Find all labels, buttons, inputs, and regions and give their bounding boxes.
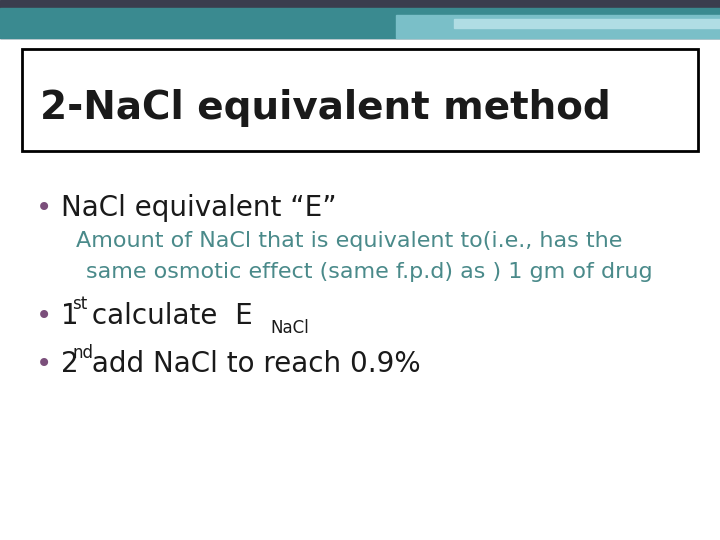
Bar <box>0 0 720 38</box>
Text: same osmotic effect (same f.p.d) as ) 1 gm of drug: same osmotic effect (same f.p.d) as ) 1 … <box>86 261 653 282</box>
Text: •: • <box>36 350 53 379</box>
Text: 2: 2 <box>61 350 78 379</box>
Bar <box>0 8 720 38</box>
Text: 2-NaCl equivalent method: 2-NaCl equivalent method <box>40 89 611 127</box>
Text: add NaCl to reach 0.9%: add NaCl to reach 0.9% <box>83 350 420 379</box>
Text: calculate  E: calculate E <box>83 302 253 330</box>
Text: nd: nd <box>72 343 93 362</box>
Bar <box>454 19 720 28</box>
Text: NaCl: NaCl <box>270 319 309 337</box>
Bar <box>396 15 720 38</box>
FancyBboxPatch shape <box>22 49 698 151</box>
Text: •: • <box>36 302 53 330</box>
Text: •: • <box>36 194 53 222</box>
Text: 1: 1 <box>61 302 78 330</box>
Text: NaCl equivalent “E”: NaCl equivalent “E” <box>61 194 337 222</box>
Text: Amount of NaCl that is equivalent to(i.e., has the: Amount of NaCl that is equivalent to(i.e… <box>76 231 622 252</box>
Text: st: st <box>72 295 87 313</box>
